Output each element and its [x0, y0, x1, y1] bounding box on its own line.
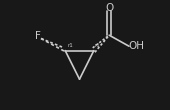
Text: O: O — [105, 3, 113, 13]
Text: F: F — [35, 31, 41, 41]
Text: r1: r1 — [94, 43, 100, 48]
Text: r1: r1 — [68, 43, 74, 48]
Text: OH: OH — [129, 41, 144, 51]
